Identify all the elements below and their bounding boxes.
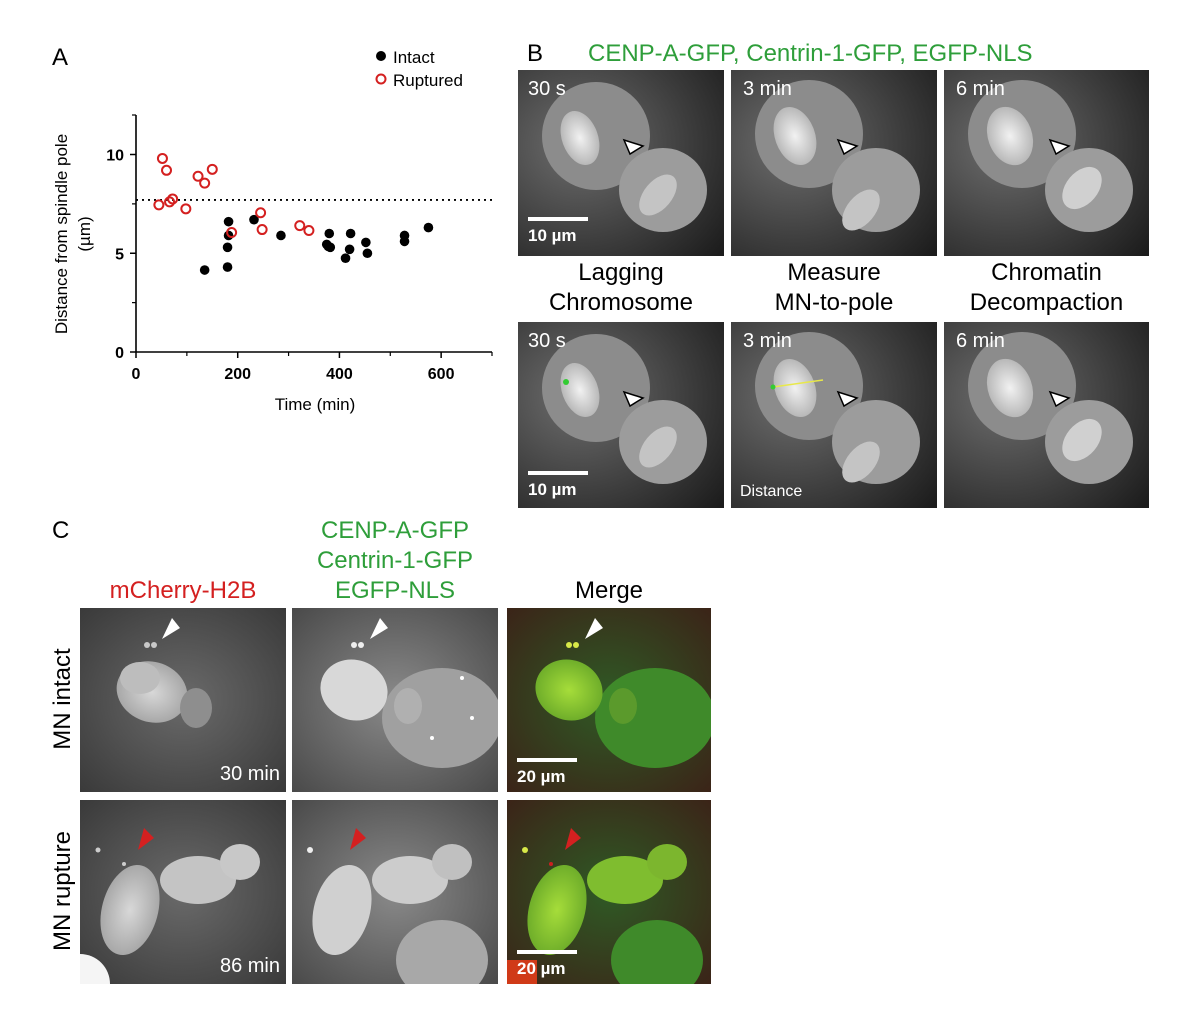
x-tick-label: 600 [428,366,455,383]
panel-b-frame-bottom-30s: 30 s 10 µm [518,322,724,508]
intact-point [344,244,355,255]
ruptured-point [226,227,238,239]
ruptured-point [199,177,211,189]
intact-point [223,216,234,227]
panel-c-h2b-intact: 30 min [80,608,286,792]
panel-b-title: CENP-A-GFP, Centrin-1-GFP, EGFP-NLS [588,40,1033,67]
intact-point [399,236,410,247]
distance-measure-line [772,379,824,388]
intact-point [325,242,336,253]
legend-ruptured-label: Ruptured [393,71,463,90]
x-tick-label: 0 [132,366,141,383]
intact-point [340,253,351,263]
col-label-gfp: CENP-A-GFP Centrin-1-GFP EGFP-NLS [316,517,474,604]
scale-bar [517,758,577,762]
intact-point [362,248,373,259]
ruptured-point [153,199,165,211]
ruptured-point [167,193,179,205]
legend-intact-marker [376,51,386,61]
legend-intact-label: Intact [393,48,435,67]
col-label-h2b: mCherry-H2B [109,577,257,604]
spindle-pole-marker [770,384,776,390]
caption-lagging-chromosome: Lagging Chromosome [548,259,694,316]
ruptured-point [255,207,267,219]
panel-c-merge-intact: 20 µm [507,608,711,792]
scale-label: 10 µm [528,226,577,245]
panel-b-frame-bottom-6min: 6 min [944,322,1149,508]
intact-point [361,237,371,248]
timestamp: 86 min [219,955,280,977]
intact-point [324,228,335,239]
intact-point [249,214,259,225]
y-tick-label: 0 [115,345,124,362]
panel-c-h2b-rupture: 86 min [80,800,286,984]
ruptured-point [156,152,168,164]
panel-c-letter: C [52,517,70,544]
timestamp: 6 min [956,330,1005,352]
panel-b-frame-top-3min: 3 min [731,70,937,256]
scale-label: 20 µm [517,959,566,978]
scale-bar [528,217,588,221]
row-label-mn-rupture: MN rupture [49,830,76,952]
panel-a-letter: A [52,44,69,71]
intact-point [222,242,233,253]
panel-b-frame-top-6min: 6 min [944,70,1149,256]
timestamp: 3 min [743,78,792,100]
timestamp: 6 min [956,78,1005,100]
panel-b-frame-bottom-3min: 3 min Distance [731,322,937,508]
col-label-merge: Merge [574,577,644,604]
ruptured-point [161,164,173,176]
y-tick-label: 5 [115,246,124,263]
ruptured-point [294,220,306,232]
x-tick-label: 200 [224,366,251,383]
row-label-mn-intact: MN intact [49,648,76,750]
ruptured-point [256,224,268,236]
y-tick-label: 10 [106,148,124,165]
panel-c-gfp-intact [292,608,498,792]
scale-label: 20 µm [517,767,566,786]
ruptured-point [303,225,315,237]
y-axis-label: Distance from spindle pole [52,134,71,334]
panel-a-chart: 0 200 400 600 0 5 10 Distance from spindle pol… [52,48,493,414]
ruptured-point [206,163,218,175]
y-axis-unit: (µm) [75,216,94,251]
intact-point [222,262,233,272]
intact-point [276,230,286,241]
scale-label: 10 µm [528,480,577,499]
x-axis-label: Time (min) [275,395,356,414]
scale-bar [517,950,577,954]
panel-b-letter: B [527,40,544,67]
timestamp: 3 min [743,330,792,352]
panel-c-merge-rupture: 20 µm [507,800,711,984]
intact-point [199,265,210,275]
ruptured-point [192,170,204,182]
spindle-pole-marker [563,379,569,385]
legend-ruptured-marker [375,73,387,85]
ruptured-point [180,203,192,215]
timestamp: 30 s [528,330,566,352]
x-tick-label: 400 [326,366,353,383]
ruptured-point [164,196,176,208]
timestamp: 30 min [219,763,280,785]
panel-b-frame-top-30s: 30 s 10 µm [518,70,724,256]
intact-point [345,228,356,239]
timestamp: 30 s [528,78,566,100]
caption-measure-mn-to-pole: Measure MN-to-pole [774,259,894,316]
caption-chromatin-decompaction: Chromatin Decompaction [969,259,1124,316]
intact-point [423,222,434,233]
panel-c-gfp-rupture [292,800,498,984]
distance-label: Distance [740,483,803,500]
scale-bar [528,471,588,475]
